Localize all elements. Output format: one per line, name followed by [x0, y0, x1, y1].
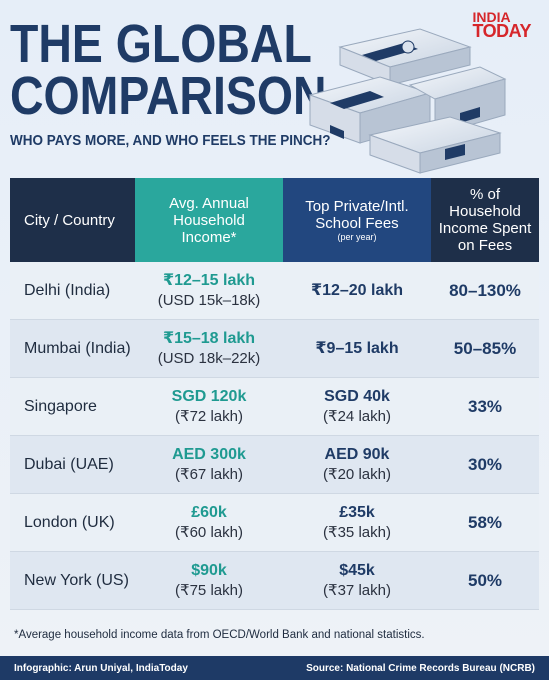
income-sub: (₹60 lakh) [175, 523, 243, 541]
cell-city: London (UK) [24, 513, 115, 531]
cell-fees: SGD 40k (₹24 lakh) [283, 387, 431, 427]
cell-fees: £35k (₹35 lakh) [283, 503, 431, 543]
fees-sub: (₹35 lakh) [323, 523, 391, 541]
header-share: % of Household Income Spent on Fees [431, 178, 539, 262]
cell-income: ₹15–18 lakh (USD 18k–22k) [135, 329, 283, 369]
cell-fees: ₹12–20 lakh [283, 281, 431, 301]
fees-sub: (₹24 lakh) [323, 407, 391, 425]
brand-logo: INDIA TODAY [472, 9, 531, 41]
income-value: SGD 120k [171, 387, 247, 405]
table-body: Delhi (India) ₹12–15 lakh (USD 15k–18k) ₹12… [10, 262, 539, 610]
cell-city: Singapore [24, 397, 97, 415]
income-sub: (₹75 lakh) [175, 581, 243, 599]
title-line-1: THE GLOBAL [10, 14, 312, 74]
table-row: Delhi (India) ₹12–15 lakh (USD 15k–18k) ₹12… [10, 262, 539, 320]
cell-income: SGD 120k (₹72 lakh) [135, 387, 283, 427]
cell-share: 50% [467, 570, 503, 590]
header-fees: Top Private/Intl. School Fees (per year) [283, 178, 431, 262]
header-fees-sub: (per year) [337, 231, 377, 242]
cell-fees: ₹9–15 lakh [283, 339, 431, 359]
cell-share: 33% [467, 396, 503, 416]
page-title: THE GLOBAL COMPARISON [10, 14, 327, 126]
cell-fees: $45k (₹37 lakh) [283, 561, 431, 601]
table-row: London (UK) £60k (₹60 lakh) £35k (₹35 lakh) 5… [10, 494, 539, 552]
fees-value: ₹12–20 lakh [310, 281, 404, 299]
cell-fees: AED 90k (₹20 lakh) [283, 445, 431, 485]
fees-sub: (₹20 lakh) [323, 465, 391, 483]
money-stack-icon [308, 28, 507, 174]
table-row: Singapore SGD 120k (₹72 lakh) SGD 40k (₹24 l… [10, 378, 539, 436]
comparison-table: City / Country Avg. Annual Household Inc… [10, 178, 539, 610]
footer-source: Source: National Crime Records Bureau (N… [306, 662, 535, 674]
table-row: Dubai (UAE) AED 300k (₹67 lakh) AED 90k (₹20… [10, 436, 539, 494]
cell-income: AED 300k (₹67 lakh) [135, 445, 283, 485]
fees-sub: (₹37 lakh) [323, 581, 391, 599]
cell-income: ₹12–15 lakh (USD 15k–18k) [135, 271, 283, 311]
income-value: £60k [191, 503, 227, 521]
cell-share: 58% [467, 512, 503, 532]
fees-value: SGD 40k [324, 387, 390, 405]
fees-value: ₹9–15 lakh [315, 339, 399, 357]
fees-value: $45k [339, 561, 375, 579]
footer-bar: Infographic: Arun Uniyal, IndiaToday Sou… [0, 656, 549, 680]
cell-city: Mumbai (India) [24, 339, 131, 357]
income-sub: (USD 18k–22k) [157, 349, 261, 367]
cell-city: Delhi (India) [24, 281, 111, 299]
table-row: Mumbai (India) ₹15–18 lakh (USD 18k–22k) ₹9… [10, 320, 539, 378]
title-line-2: COMPARISON [10, 66, 327, 126]
table-header: City / Country Avg. Annual Household Inc… [10, 178, 539, 262]
income-value: AED 300k [172, 445, 246, 463]
income-sub: (₹72 lakh) [175, 407, 243, 425]
cell-city: New York (US) [24, 571, 129, 589]
income-sub: (USD 15k–18k) [157, 291, 261, 309]
cell-share: 30% [467, 454, 503, 474]
cell-share: 80–130% [449, 280, 521, 300]
fees-value: £35k [339, 503, 375, 521]
brand-line-1: INDIA [472, 9, 511, 25]
footnote: *Average household income data from OECD… [14, 629, 425, 641]
income-value: ₹15–18 lakh [162, 329, 256, 347]
header-city: City / Country [10, 178, 135, 262]
brand-line-2: TODAY [472, 21, 531, 41]
income-value: ₹12–15 lakh [162, 271, 256, 289]
fees-value: AED 90k [324, 445, 390, 463]
cell-income: $90k (₹75 lakh) [135, 561, 283, 601]
income-sub: (₹67 lakh) [175, 465, 243, 483]
income-value: $90k [191, 561, 227, 579]
table-row: New York (US) $90k (₹75 lakh) $45k (₹37 lakh… [10, 552, 539, 610]
page-subtitle: WHO PAYS MORE, AND WHO FEELS THE PINCH? [10, 132, 331, 149]
header-income: Avg. Annual Household Income* [135, 178, 283, 262]
cell-city: Dubai (UAE) [24, 455, 114, 473]
cell-income: £60k (₹60 lakh) [135, 503, 283, 543]
cell-share: 50–85% [453, 338, 517, 358]
footer-credit: Infographic: Arun Uniyal, IndiaToday [14, 662, 188, 674]
